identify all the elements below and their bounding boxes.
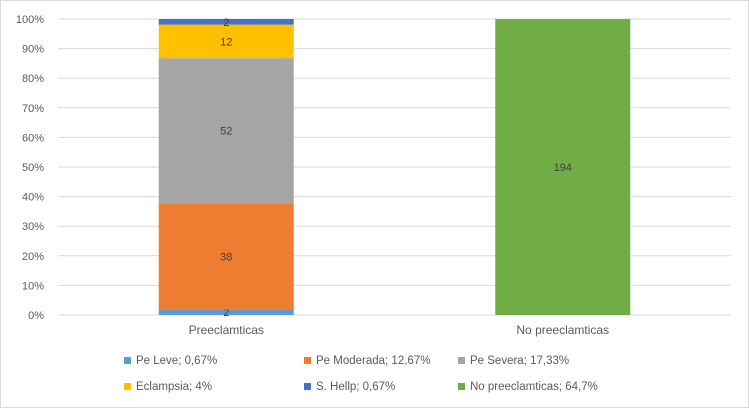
- data-label-pe_severa: 52: [220, 126, 232, 138]
- y-tick-label: 70%: [22, 103, 44, 115]
- legend-swatch-pe_leve: [124, 357, 131, 364]
- y-tick-label: 50%: [22, 162, 44, 174]
- data-label-s_hellp: 2: [223, 17, 229, 29]
- data-label-pe_leve: 2: [223, 307, 229, 319]
- y-tick-label: 20%: [22, 251, 44, 263]
- bar-segment-pe_moderada: [158, 203, 294, 310]
- legend-swatch-pe_moderada: [304, 357, 311, 364]
- bar-segment-eclampsia: [158, 24, 294, 59]
- x-category-label: Preeclamticas: [189, 323, 264, 337]
- bar-segment-pe_leve: [158, 309, 294, 315]
- legend-label-no_preeclamticas: No preeclamticas; 64,7%: [470, 381, 598, 393]
- legend-label-eclampsia: Eclampsia; 4%: [136, 381, 212, 393]
- y-tick-label: 40%: [22, 192, 44, 204]
- bar-segment-s_hellp: [158, 19, 294, 25]
- data-label-pe_moderada: 38: [220, 251, 232, 263]
- y-tick-label: 0%: [28, 310, 44, 322]
- legend-label-s_hellp: S. Hellp; 0,67%: [316, 381, 395, 393]
- bar-segment-no_preeclamticas: [495, 19, 631, 315]
- y-tick-label: 90%: [22, 44, 44, 56]
- y-tick-label: 30%: [22, 221, 44, 233]
- legend-swatch-eclampsia: [124, 383, 131, 390]
- y-tick-label: 60%: [22, 132, 44, 144]
- legend-swatch-s_hellp: [304, 383, 311, 390]
- y-tick-label: 80%: [22, 73, 44, 85]
- y-tick-label: 10%: [22, 280, 44, 292]
- legend-swatch-pe_severa: [458, 357, 465, 364]
- legend-label-pe_leve: Pe Leve; 0,67%: [136, 355, 217, 367]
- legend-label-pe_severa: Pe Severa; 17,33%: [470, 355, 569, 367]
- legend-swatch-no_preeclamticas: [458, 383, 465, 390]
- y-tick-label: 100%: [16, 14, 44, 26]
- bar-segment-pe_severa: [158, 58, 294, 204]
- x-category-label: No preeclamticas: [516, 323, 609, 337]
- data-label-eclampsia: 12: [220, 36, 232, 48]
- data-label-no_preeclamticas: 194: [554, 162, 572, 174]
- legend-label-pe_moderada: Pe Moderada; 12,67%: [316, 355, 430, 367]
